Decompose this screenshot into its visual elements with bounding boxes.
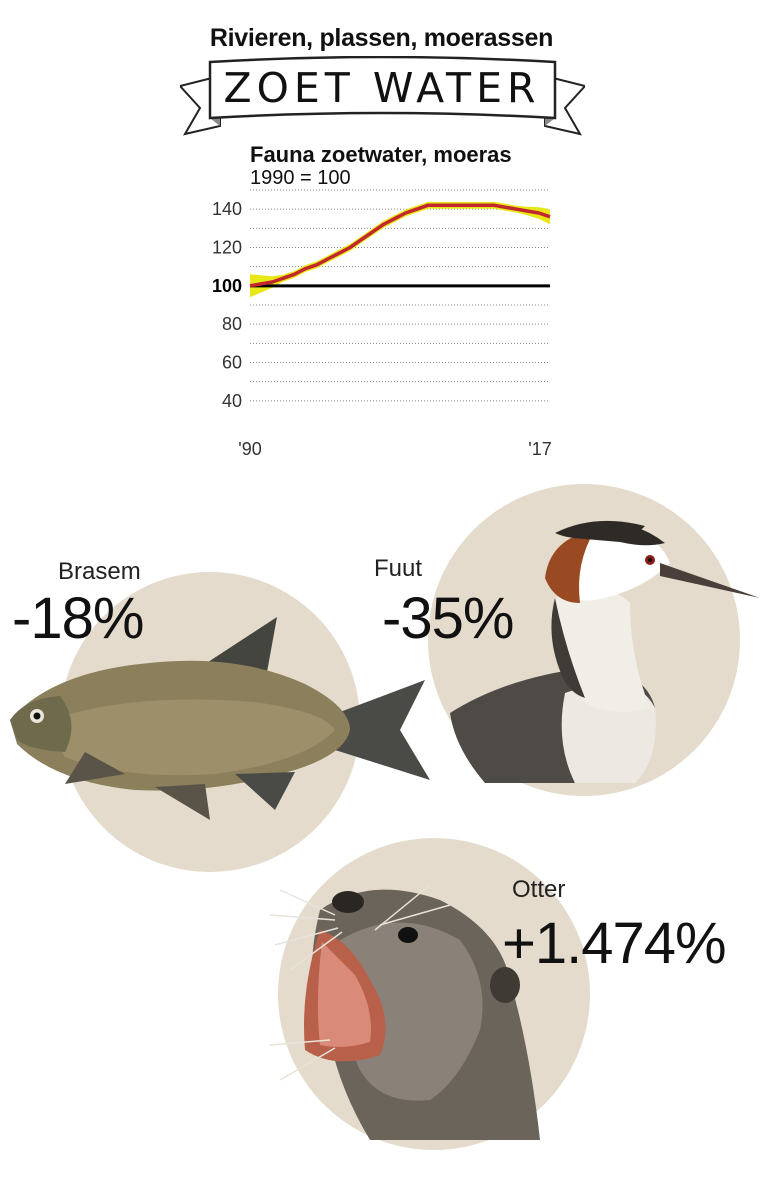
supertitle: Rivieren, plassen, moerassen <box>209 24 554 52</box>
grebe-change: -35% <box>382 586 514 651</box>
otter-change: +1.474% <box>502 911 727 976</box>
otter-name: Otter <box>512 876 566 903</box>
ribbon-banner <box>180 56 585 136</box>
chart-subtitle: 1990 = 100 <box>250 167 351 189</box>
chart-title: Fauna zoetwater, moeras <box>250 142 512 167</box>
x-tick-label: '90 <box>238 439 261 459</box>
great-crested-grebe-image <box>450 520 760 783</box>
banner-title: ZOET WATER <box>223 64 541 112</box>
bream-name: Brasem <box>58 558 141 585</box>
bream-change: -18% <box>12 586 144 651</box>
series-line <box>249 203 551 288</box>
bream-fish-image <box>10 617 430 820</box>
y-tick-label: 100 <box>212 276 242 296</box>
y-tick-label: 60 <box>222 353 242 373</box>
y-tick-label: 80 <box>222 314 242 334</box>
y-tick-label: 140 <box>212 199 242 219</box>
grebe-name: Fuut <box>374 555 423 582</box>
y-tick-label: 120 <box>212 238 242 258</box>
otter-image <box>269 884 540 1140</box>
line-chart: 40 60 80 100 120 140 '90 '17 <box>212 189 552 459</box>
y-tick-label: 40 <box>222 391 242 411</box>
x-tick-label: '17 <box>528 439 551 459</box>
